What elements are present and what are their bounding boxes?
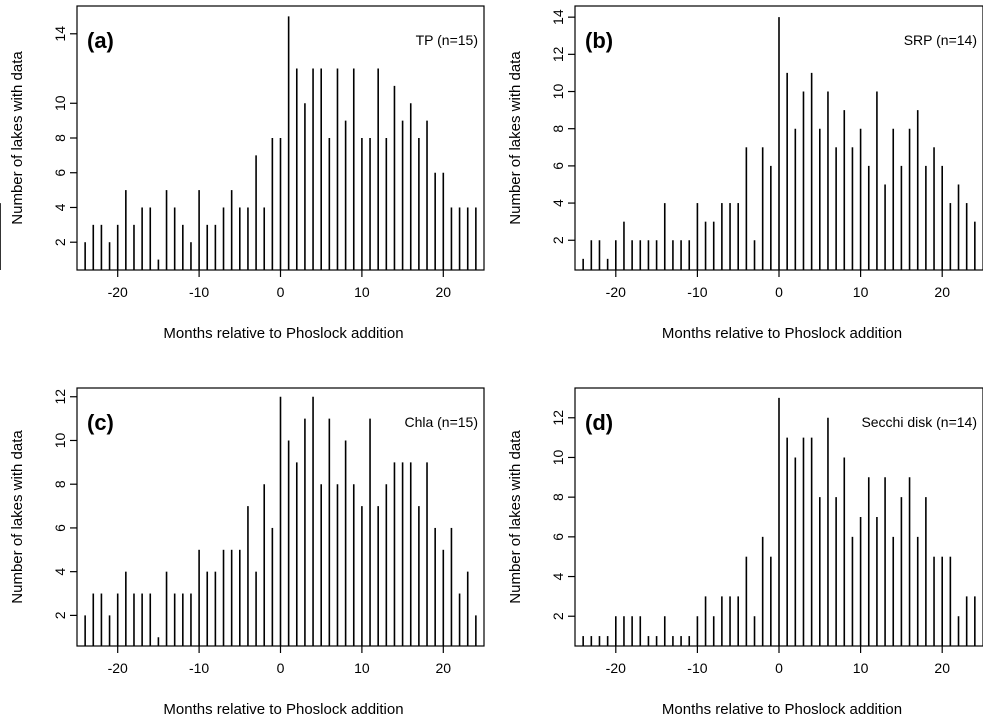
x-axis-title: Months relative to Phoslock addition [662, 325, 902, 342]
x-tick-label: 20 [934, 284, 950, 300]
x-tick-label: -10 [189, 284, 209, 300]
panel-label: (b) [585, 28, 613, 53]
y-tick-label: 8 [52, 480, 68, 488]
y-tick-label: 10 [550, 84, 566, 100]
y-tick-label: 4 [52, 203, 68, 211]
y-tick-label: 8 [550, 125, 566, 133]
series-label: Secchi disk (n=14) [861, 414, 977, 430]
x-tick-label: 20 [934, 660, 950, 676]
x-tick-label: 0 [277, 660, 285, 676]
panel-label: (c) [87, 410, 114, 435]
y-tick-label: 10 [550, 449, 566, 465]
x-tick-label: 20 [436, 284, 452, 300]
y-tick-label: 14 [52, 26, 68, 42]
x-tick-label: -10 [687, 660, 707, 676]
x-tick-label: 10 [853, 660, 869, 676]
y-tick-label: 2 [52, 611, 68, 619]
y-tick-label: 6 [550, 533, 566, 541]
y-axis-title: Number of lakes with data [9, 430, 26, 604]
x-tick-label: -10 [189, 660, 209, 676]
x-axis-title: Months relative to Phoslock addition [662, 701, 902, 717]
y-tick-label: 2 [550, 612, 566, 620]
panel-label: (d) [585, 410, 613, 435]
panel-d: -20 -10 0 10 20 2 4 6 8 10 12 Months relative to Ph… [507, 387, 983, 717]
panel-a: -20 -10 0 10 20 2 4 6 8 10 14 Months relative to Ph… [9, 5, 485, 342]
y-tick-label: 6 [52, 524, 68, 532]
y-tick-label: 12 [550, 46, 566, 62]
series-label: Chla (n=15) [404, 414, 478, 430]
y-axis-title: Number of lakes with data [507, 430, 524, 604]
y-tick-label: 4 [52, 568, 68, 576]
x-axis-title: Months relative to Phoslock addition [163, 701, 403, 717]
y-tick-label: 4 [550, 199, 566, 207]
y-tick-label: 12 [550, 410, 566, 426]
y-tick-label: 8 [52, 134, 68, 142]
y-tick-label: 10 [52, 432, 68, 448]
y-tick-label: 6 [52, 169, 68, 177]
panel-label: (a) [87, 28, 114, 53]
x-tick-label: -20 [606, 660, 626, 676]
x-tick-label: 0 [775, 284, 783, 300]
y-tick-label: 8 [550, 493, 566, 501]
y-axis-title: Number of lakes with data [9, 51, 26, 225]
y-tick-label: 12 [52, 389, 68, 405]
y-tick-label: 10 [52, 95, 68, 111]
y-tick-label: 2 [550, 236, 566, 244]
panel-c: -20 -10 0 10 20 2 4 6 8 10 12 Months relative to Ph… [9, 387, 485, 717]
x-tick-label: 0 [277, 284, 285, 300]
y-tick-label: 6 [550, 162, 566, 170]
x-tick-label: 10 [853, 284, 869, 300]
y-tick-label: 14 [550, 9, 566, 25]
y-tick-label: 4 [550, 572, 566, 580]
x-tick-label: 10 [354, 660, 370, 676]
x-tick-label: 0 [775, 660, 783, 676]
series-label: TP (n=15) [416, 32, 478, 48]
x-tick-label: -20 [108, 284, 128, 300]
series-label: SRP (n=14) [904, 32, 977, 48]
x-tick-label: -20 [108, 660, 128, 676]
x-tick-label: -20 [606, 284, 626, 300]
x-tick-label: -10 [687, 284, 707, 300]
x-tick-label: 20 [436, 660, 452, 676]
x-axis-title: Months relative to Phoslock addition [163, 325, 403, 342]
x-tick-label: 10 [354, 284, 370, 300]
y-tick-label: 2 [52, 238, 68, 246]
y-axis-title: Number of lakes with data [507, 51, 524, 225]
